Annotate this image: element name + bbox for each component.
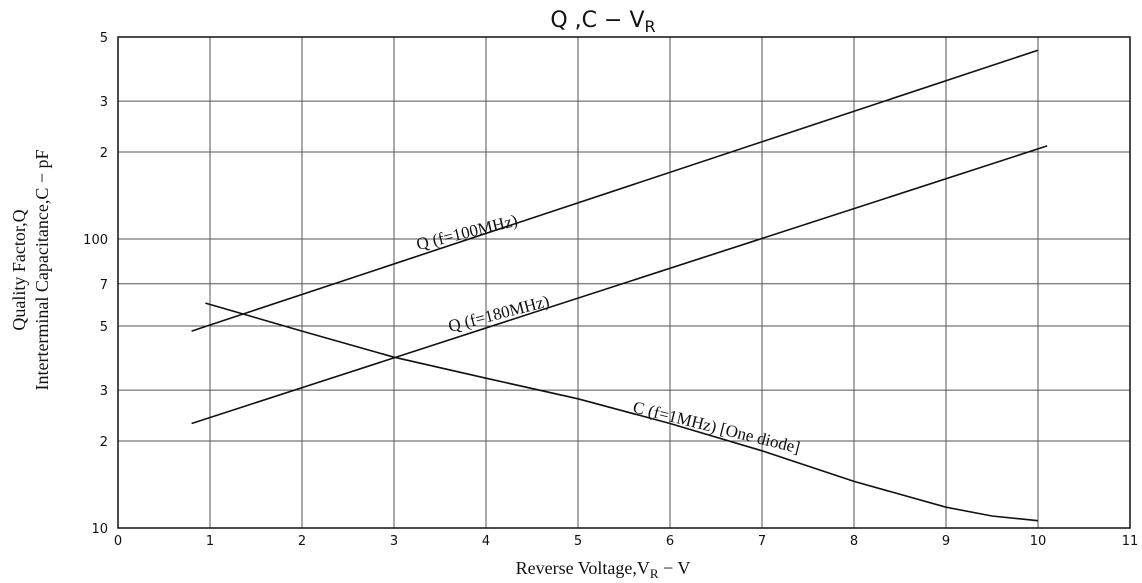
x-tick-label: 5 (574, 534, 582, 549)
series-line-2 (205, 302, 1039, 522)
x-tick-label: 11 (1122, 534, 1139, 549)
x-tick-label: 3 (390, 534, 398, 549)
y-tick-label: 100 (83, 233, 108, 248)
x-tick-label: 7 (758, 534, 766, 549)
x-tick-label: 0 (114, 534, 122, 549)
y-tick-labels: 10 2 3 5 7 100 2 3 5 (83, 31, 108, 537)
y-tick-label: 10 (91, 522, 108, 537)
plot-frame (117, 36, 1131, 529)
x-tick-label: 1 (206, 534, 214, 549)
chart-title: Q ,C − VR (550, 8, 655, 36)
series-label-q-100mhz: Q (f=100MHz) (414, 211, 519, 254)
x-axis-label: Reverse Voltage,VR − V (516, 558, 691, 581)
y-axis-label-line1: Quality Factor,Q (9, 209, 29, 330)
series-label-c-1mhz: C (f=1MHz) [One diode] (631, 397, 802, 457)
series (191, 49, 1048, 522)
y-tick-label: 7 (100, 278, 108, 293)
series-line-1 (191, 145, 1048, 425)
y-tick-label: 5 (100, 31, 108, 46)
x-tick-labels: 0 1 2 3 4 5 6 7 8 9 10 11 (114, 534, 1138, 549)
y-tick-label: 3 (100, 384, 108, 399)
y-tick-label: 5 (100, 320, 108, 335)
x-tick-label: 2 (298, 534, 306, 549)
x-tick-label: 4 (482, 534, 490, 549)
y-tick-label: 2 (100, 146, 108, 161)
x-tick-label: 10 (1030, 534, 1047, 549)
x-tick-label: 6 (666, 534, 674, 549)
series-line-0 (191, 49, 1039, 332)
x-tick-label: 8 (850, 534, 858, 549)
x-tick-label: 9 (942, 534, 950, 549)
y-tick-label: 3 (100, 95, 108, 110)
series-label-q-180mhz: Q (f=180MHz) (446, 291, 551, 335)
y-axis-label-line2: Interterminal Capacitance,C − pF (32, 149, 52, 390)
y-tick-label: 2 (100, 435, 108, 450)
